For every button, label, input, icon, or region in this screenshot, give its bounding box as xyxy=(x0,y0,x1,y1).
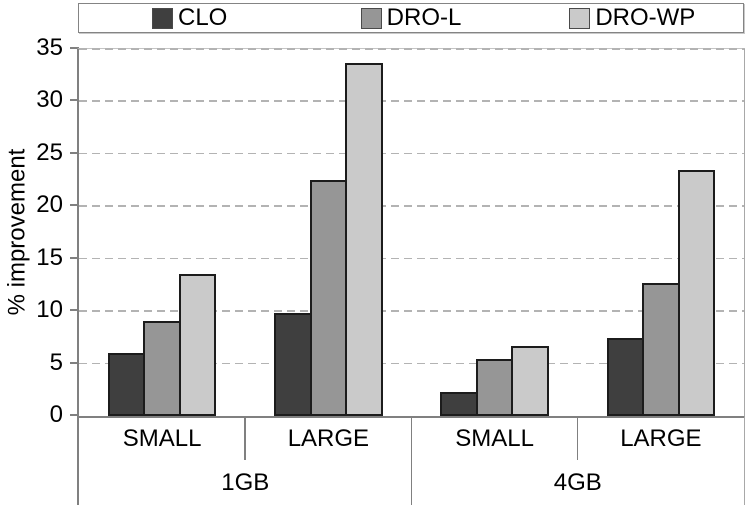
legend-label: DRO-L xyxy=(386,4,462,31)
bar-clo xyxy=(274,313,312,416)
category-label-row: SMALL LARGE SMALL LARGE xyxy=(79,417,744,460)
gridline xyxy=(79,152,744,155)
bar-dro-wp xyxy=(345,62,383,416)
y-axis-tick xyxy=(70,99,79,102)
bar-clo xyxy=(107,353,146,416)
bar-dro-l xyxy=(642,282,680,416)
bar-dro-l xyxy=(143,320,181,416)
bar-group xyxy=(79,49,245,416)
y-axis-tick xyxy=(70,151,79,154)
y-axis-tick xyxy=(70,256,79,259)
y-tick-label: 35 xyxy=(36,34,63,61)
y-axis-tick xyxy=(70,47,79,49)
y-axis: 0 5 10 15 20 25 30 35 xyxy=(0,36,79,427)
bar-dro-wp xyxy=(511,345,549,416)
legend-swatch-icon xyxy=(151,7,173,29)
y-tick-label: 0 xyxy=(49,401,63,428)
group-label: LARGE xyxy=(620,424,702,452)
bar-group xyxy=(578,49,744,416)
y-tick-label: 15 xyxy=(36,243,63,271)
group-label: LARGE xyxy=(287,424,370,452)
bar-group xyxy=(412,49,578,416)
gridline xyxy=(79,310,744,312)
group-label: SMALL xyxy=(122,424,202,452)
bar-clo xyxy=(606,338,645,416)
y-axis-tick xyxy=(70,204,79,207)
y-axis-tick xyxy=(70,361,79,364)
gridline xyxy=(79,100,744,102)
y-axis-tick xyxy=(70,309,79,312)
plot-area xyxy=(77,48,745,418)
y-tick-label: 25 xyxy=(36,138,63,166)
category-divider xyxy=(576,417,579,460)
bar-dro-wp xyxy=(677,169,716,416)
bar-dro-l xyxy=(475,359,514,416)
supergroup-divider xyxy=(410,417,412,505)
y-tick-label: 5 xyxy=(49,348,63,376)
y-tick-label: 10 xyxy=(36,296,63,324)
legend-item-dro-wp: DRO-WP xyxy=(522,4,743,32)
legend-swatch-icon xyxy=(360,7,382,29)
legend: CLO DRO-L DRO-WP xyxy=(78,3,744,33)
legend-label: DRO-WP xyxy=(595,4,696,31)
bar-dro-l xyxy=(309,180,348,416)
legend-label: CLO xyxy=(177,4,228,31)
bar-clo xyxy=(440,391,478,416)
legend-swatch-icon xyxy=(569,7,591,29)
y-tick-label: 30 xyxy=(36,86,63,114)
bar-dro-wp xyxy=(178,274,217,416)
y-tick-label: 20 xyxy=(36,191,63,219)
x-axis-labels: SMALL LARGE SMALL LARGE 1GB 4GB xyxy=(77,417,745,505)
group-label: SMALL xyxy=(455,424,534,452)
legend-item-clo: CLO xyxy=(79,4,300,32)
gridline xyxy=(79,257,744,260)
supergroup-label: 4GB xyxy=(553,468,602,496)
gridline xyxy=(79,205,744,207)
y-axis-tick xyxy=(70,414,79,416)
category-divider xyxy=(244,417,246,460)
supergroup-label: 1GB xyxy=(221,468,270,496)
gridline xyxy=(79,48,744,50)
gridline xyxy=(79,362,744,365)
bar-group xyxy=(245,49,411,416)
legend-item-dro-l: DRO-L xyxy=(300,4,521,32)
supergroup-label-row: 1GB 4GB xyxy=(79,460,744,505)
